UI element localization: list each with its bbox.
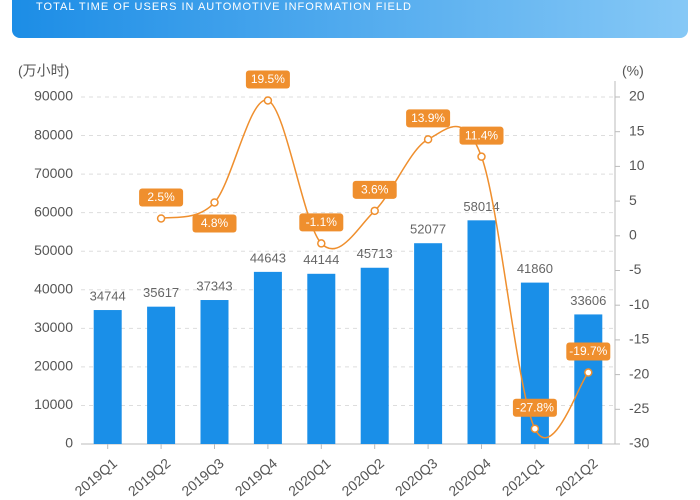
y2-tick-label: -10 <box>629 296 649 312</box>
line-value-label: 13.9% <box>411 111 445 125</box>
y2-tick-label: 5 <box>629 192 637 208</box>
y2-tick-label: 20 <box>629 88 645 104</box>
line-point <box>423 135 433 144</box>
bar-value-label: 35617 <box>143 285 179 300</box>
y2-tick-label: -20 <box>629 365 649 381</box>
x-tick-label: 2019Q2 <box>125 455 174 499</box>
line-point <box>210 198 219 207</box>
y2-tick-label: -25 <box>629 400 649 416</box>
y-tick-label: 10000 <box>34 396 73 412</box>
bar <box>253 271 282 444</box>
label-box <box>192 214 237 233</box>
bar-value-label: 58014 <box>463 199 499 214</box>
bar-value-label: 37343 <box>196 278 232 293</box>
bar <box>414 243 443 444</box>
bar <box>520 282 549 444</box>
y-tick-label: 20000 <box>34 358 73 374</box>
line-point <box>530 424 540 433</box>
label-box <box>406 109 451 128</box>
bar-value-label: 33606 <box>570 293 606 308</box>
y-tick-label: 60000 <box>34 203 73 219</box>
y-unit: (万小时) <box>18 63 69 79</box>
line-value-label: -19.7% <box>569 344 607 358</box>
line-point <box>156 214 166 223</box>
line-point <box>584 368 593 377</box>
bar <box>200 300 229 444</box>
label-box <box>352 180 397 199</box>
x-tick-label: 2019Q3 <box>178 455 227 499</box>
bar <box>93 310 122 444</box>
header-title: TOTAL TIME OF USERS IN AUTOMOTIVE INFORM… <box>36 1 412 13</box>
line-point <box>477 152 486 161</box>
x-tick-label: 2021Q2 <box>552 455 601 499</box>
label-box <box>139 188 184 207</box>
bar <box>467 220 496 444</box>
header-banner <box>12 0 688 38</box>
label-box <box>299 213 344 232</box>
bar-value-label: 44144 <box>303 252 339 267</box>
bar-value-label: 34744 <box>90 288 126 303</box>
label-box <box>566 342 611 361</box>
y-tick-label: 30000 <box>34 319 73 335</box>
bar <box>574 314 603 444</box>
x-tick-label: 2020Q2 <box>339 455 388 499</box>
line-value-label: 11.4% <box>465 128 498 142</box>
line-value-label: 3.6% <box>361 182 389 196</box>
x-tick-label: 2020Q1 <box>285 455 334 499</box>
y2-tick-label: -5 <box>629 261 642 277</box>
x-tick-label: 2020Q4 <box>445 455 494 499</box>
bar <box>147 306 176 444</box>
y-tick-label: 90000 <box>34 88 73 104</box>
y-tick-label: 0 <box>65 435 73 451</box>
y2-tick-label: 15 <box>629 122 645 138</box>
y2-tick-label: 0 <box>629 227 637 243</box>
line-value-label: 4.8% <box>201 216 229 230</box>
y-tick-label: 40000 <box>34 280 73 296</box>
bar <box>307 273 336 444</box>
y-tick-label: 50000 <box>34 242 73 258</box>
label-box <box>459 126 504 145</box>
bar-value-label: 45713 <box>357 246 393 261</box>
y2-unit: (%) <box>622 63 644 79</box>
y2-tick-label: -30 <box>629 435 649 451</box>
line-value-label: 2.5% <box>147 190 175 204</box>
line-value-label: 19.5% <box>251 72 285 86</box>
label-box <box>512 398 557 417</box>
bar-value-label: 44643 <box>250 250 286 265</box>
y-tick-label: 80000 <box>34 126 73 142</box>
bar-value-label: 41860 <box>517 261 553 276</box>
x-tick-label: 2019Q1 <box>72 455 121 499</box>
bar-value-label: 52077 <box>410 222 446 237</box>
line-value-label: -27.8% <box>516 400 554 414</box>
x-tick-label: 2021Q1 <box>499 455 548 499</box>
line-point <box>317 239 326 248</box>
x-tick-label: 2019Q4 <box>232 455 281 499</box>
line-point <box>263 96 273 105</box>
y2-tick-label: -15 <box>629 331 649 347</box>
bar <box>360 267 389 444</box>
y-tick-label: 70000 <box>34 165 73 181</box>
y2-tick-label: 10 <box>629 157 645 173</box>
line-point <box>370 206 379 216</box>
label-box <box>245 70 290 89</box>
x-tick-label: 2020Q3 <box>392 455 441 499</box>
line-value-label: -1.1% <box>306 215 338 229</box>
